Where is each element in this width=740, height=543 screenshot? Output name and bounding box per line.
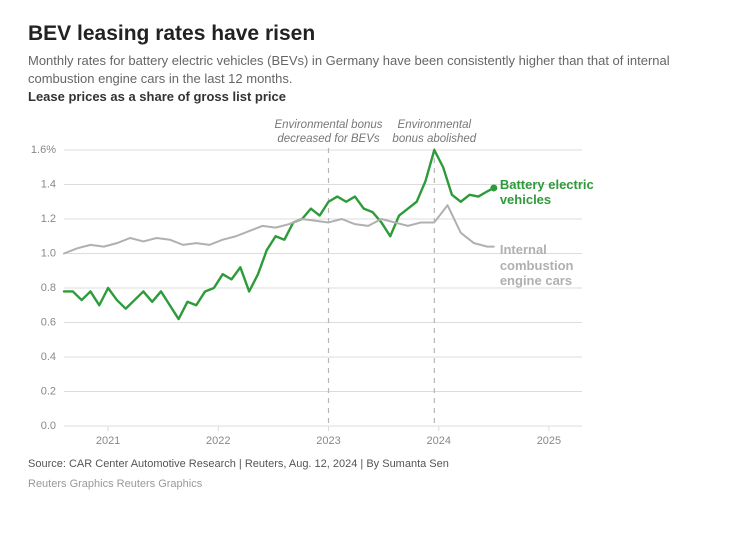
y-axis-label: 0.0	[41, 420, 56, 432]
source-line: Source: CAR Center Automotive Research |…	[28, 458, 712, 470]
series-label-line: Internal combustion	[500, 242, 624, 273]
annotation-label: Environmentalbonus abolished	[364, 118, 504, 147]
series-line-bev	[64, 150, 494, 319]
series-line-ice	[64, 205, 494, 253]
chart-subtitle-bold: Lease prices as a share of gross list pr…	[28, 89, 712, 104]
chart-container: BEV leasing rates have risen Monthly rat…	[0, 0, 740, 543]
x-axis-label: 2025	[537, 435, 561, 447]
series-label-bev: Battery electricvehicles	[500, 177, 624, 208]
annotation-label-line: Environmental	[364, 118, 504, 132]
series-label-line: vehicles	[500, 192, 624, 208]
series-end-marker-bev	[490, 185, 497, 192]
series-label-line: engine cars	[500, 273, 624, 289]
y-axis-label: 0.4	[41, 351, 56, 363]
series-label-line: Battery electric	[500, 177, 624, 193]
y-axis-label: 1.6%	[31, 144, 56, 156]
x-axis-label: 2024	[426, 435, 450, 447]
x-axis-label: 2023	[316, 435, 340, 447]
x-axis-label: 2022	[206, 435, 230, 447]
x-axis-label: 2021	[96, 435, 120, 447]
y-axis-label: 1.4	[41, 179, 56, 191]
credit-line: Reuters Graphics Reuters Graphics	[28, 478, 712, 490]
chart-area: 0.0 0.2 0.4 0.6 0.8 1.0 1.2 1.4 1.6% 2021 2022 2023…	[28, 122, 712, 452]
chart-title: BEV leasing rates have risen	[28, 22, 712, 46]
y-axis-label: 1.0	[41, 248, 56, 260]
y-axis-label: 0.6	[41, 317, 56, 329]
y-axis-label: 0.2	[41, 386, 56, 398]
y-axis-label: 0.8	[41, 282, 56, 294]
chart-subtitle: Monthly rates for battery electric vehic…	[28, 52, 712, 87]
annotation-label-line: bonus abolished	[364, 132, 504, 146]
y-axis-label: 1.2	[41, 213, 56, 225]
series-label-ice: Internal combustionengine cars	[500, 242, 624, 289]
